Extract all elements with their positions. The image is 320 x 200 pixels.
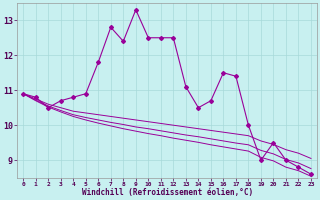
X-axis label: Windchill (Refroidissement éolien,°C): Windchill (Refroidissement éolien,°C) bbox=[82, 188, 253, 197]
